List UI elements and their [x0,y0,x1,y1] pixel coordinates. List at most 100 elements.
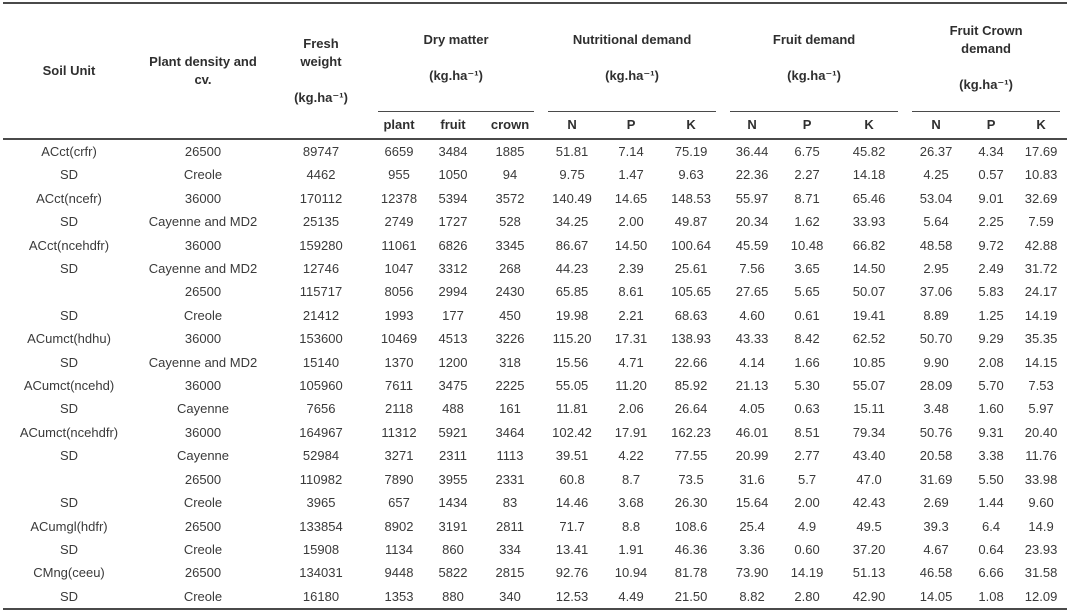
table-cell: 9.90 [923,354,949,370]
table-cell: SD [59,214,79,230]
table-cell: 10.85 [852,354,886,370]
table-cell: 3345 [495,237,525,253]
table-cell: Cayenne [176,448,230,464]
sub-col-header: P [802,117,812,132]
table-cell: 1047 [384,261,414,277]
table-cell: 26.30 [674,495,708,511]
table-cell: 31.58 [1024,565,1058,581]
table-cell: 3475 [438,378,468,394]
table-cell: 955 [388,167,410,183]
table-cell: 528 [499,214,521,230]
table-cell: 4.22 [618,448,644,464]
table-cell: 14.50 [614,237,648,253]
table-cell: 49.87 [674,214,708,230]
table-cell: 7.14 [618,144,644,159]
table-cell: 92.76 [555,565,589,581]
table-cell: 34.25 [555,214,589,230]
table-cell: 1134 [385,541,413,557]
table-cell: 46.01 [735,424,769,440]
table-cell: 7611 [385,378,413,394]
table-cell: 42.43 [852,495,886,511]
table-cell: 10.94 [614,565,648,581]
col-group-fruit-crown-demand: Fruit Crown demand (kg.ha⁻¹) [905,3,1067,112]
table-cell: 75.19 [674,144,708,159]
table-cell: 9.72 [978,237,1004,253]
table-cell: 2.21 [618,307,644,323]
table-cell: 2.95 [923,261,949,277]
table-cell: 37.20 [852,541,886,557]
col-group-nutritional-demand: Nutritional demand (kg.ha⁻¹) [541,3,723,112]
table-cell: SD [59,354,79,370]
table-cell: 26.64 [674,401,708,417]
sub-col-header: crown [490,117,530,132]
table-cell: 148.53 [671,190,711,206]
table-cell: Cayenne [176,401,230,417]
table-cell: SD [59,448,79,464]
table-cell: 115717 [299,284,343,300]
table-cell: 3464 [495,424,525,440]
table-cell: 83 [502,495,518,511]
table-cell: 2225 [495,378,525,394]
table-cell: 4.34 [978,144,1004,159]
table-cell: 22.36 [735,167,769,183]
table-row: ACct(ncehdfr) 36000 159280 11061 6826 3345 86.… [3,234,1067,257]
table-cell: 4.05 [739,401,765,417]
table-cell: 60.8 [559,471,585,487]
table-cell: 1.66 [794,354,820,370]
table-cell: 1113 [496,448,524,464]
table-cell: 53.04 [919,190,953,206]
table-cell: 177 [442,307,464,323]
table-cell: 11312 [381,424,417,440]
table-cell: 14.9 [1028,518,1054,534]
table-cell: 36000 [184,190,222,206]
table-cell: 14.05 [919,588,953,604]
table-cell: 1.47 [618,167,644,183]
table-cell: 268 [499,261,521,277]
table-cell: 9.29 [978,331,1004,347]
table-row: 26500 110982 7890 3955 2331 60.8 8.7 73.5 31.6 5.… [3,468,1067,491]
table-cell: 1370 [384,354,414,370]
table-cell: Cayenne and MD2 [148,354,258,370]
table-cell: SD [59,261,79,277]
col-header-plant-density: Plant density and cv. [149,54,257,87]
table-cell: 12.53 [555,588,589,604]
table-cell: 318 [499,354,521,370]
table-cell: ACumct(ncehd) [23,378,115,394]
table-cell: 2.69 [923,495,949,511]
table-cell: 3.48 [923,401,949,417]
table-cell: 7890 [384,471,414,487]
table-cell: 1.08 [978,588,1004,604]
table-cell: 8.71 [794,190,820,206]
table-row: 26500 115717 8056 2994 2430 65.85 8.61 105.65 27… [3,280,1067,303]
table-cell: 14.50 [852,261,886,277]
table-cell: 108.6 [674,518,708,534]
table-cell: 0.63 [794,401,820,417]
table-cell: 11.81 [556,401,588,417]
table-cell: 2994 [438,284,468,300]
col-group-dry-matter: Dry matter (kg.ha⁻¹) [371,3,541,112]
table-cell: 100.64 [671,237,711,253]
table-cell: 19.41 [852,307,886,323]
table-cell: 26.37 [919,144,953,159]
table-cell: 50.76 [919,424,953,440]
table-cell: 27.65 [735,284,769,300]
table-cell: 3271 [384,448,414,464]
table-cell: 2331 [495,471,525,487]
table-cell: 2118 [385,401,413,417]
table-row: SD Cayenne and MD2 15140 1370 1200 318 15.56 4.… [3,351,1067,374]
table-cell: 85.92 [674,378,708,394]
sub-col-header: K [686,117,696,132]
sub-col-header: P [626,117,636,132]
table-cell: 5.83 [978,284,1004,300]
table-cell: 3312 [438,261,468,277]
table-cell: 3.38 [978,448,1004,464]
table-cell: 39.3 [923,518,949,534]
col-header-fresh-weight: Fresh weight (kg.ha⁻¹) [271,3,371,139]
table-cell: 50.70 [919,331,953,347]
table-cell: 6659 [384,144,414,159]
table-cell: 20.99 [735,448,769,464]
table-cell: 14.15 [1024,354,1058,370]
table-cell: 1353 [384,588,414,604]
table-cell: 1.60 [978,401,1004,417]
table-cell: 9.63 [678,167,704,183]
